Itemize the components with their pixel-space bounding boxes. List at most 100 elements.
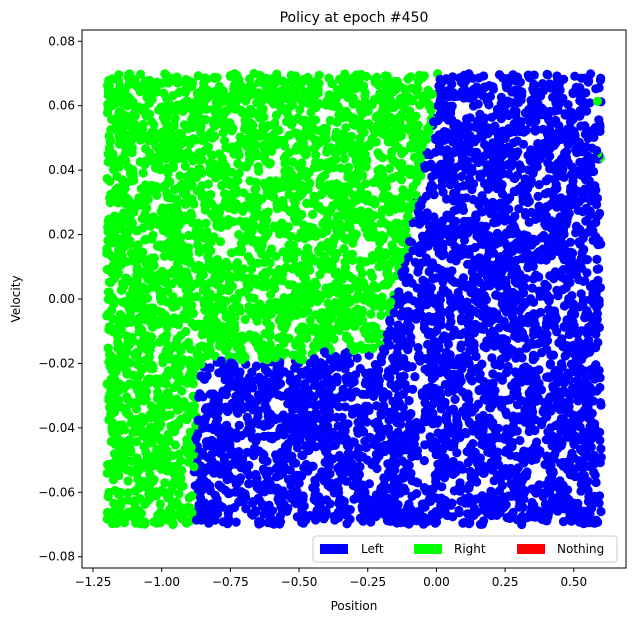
point-right [180, 161, 190, 171]
point-left [440, 379, 450, 390]
point-right [240, 314, 250, 325]
point-left [404, 396, 414, 406]
point-left [234, 420, 244, 430]
point-right [239, 264, 249, 274]
point-right [275, 183, 285, 193]
point-right [254, 310, 264, 320]
point-right [195, 261, 205, 271]
point-right [255, 299, 265, 309]
point-left [501, 352, 511, 363]
point-left [219, 455, 230, 465]
point-right [415, 100, 425, 110]
point-left [529, 297, 539, 307]
point-left [456, 171, 467, 182]
point-left [357, 389, 367, 399]
point-left [527, 283, 537, 293]
point-left [376, 410, 386, 420]
point-right [161, 370, 171, 380]
point-left [197, 447, 207, 457]
point-right [328, 237, 339, 247]
point-left [537, 420, 547, 430]
point-left [474, 373, 484, 384]
point-right [190, 98, 200, 108]
point-right [357, 82, 367, 92]
point-right [321, 128, 331, 138]
point-left [581, 481, 591, 491]
point-right [256, 96, 267, 106]
point-right [149, 253, 159, 263]
point-left [434, 303, 444, 313]
point-left [222, 464, 233, 474]
point-right [308, 209, 318, 220]
point-left [420, 440, 430, 450]
point-left [259, 509, 269, 519]
point-left [258, 464, 269, 474]
point-left [477, 433, 487, 443]
point-right [151, 427, 161, 437]
point-right [317, 172, 327, 182]
point-right [366, 309, 376, 319]
point-right [206, 237, 216, 247]
point-right [265, 331, 275, 341]
point-left [420, 318, 430, 328]
point-left [470, 404, 480, 414]
point-left [517, 519, 527, 530]
scatter-points [102, 68, 606, 530]
point-right [346, 131, 356, 141]
point-right [424, 101, 434, 111]
point-left [415, 356, 425, 366]
point-right [193, 71, 203, 81]
point-right [364, 119, 374, 129]
point-right [376, 310, 386, 320]
point-right [303, 184, 313, 194]
point-left [480, 113, 490, 123]
point-left [247, 433, 257, 443]
point-left [389, 454, 399, 464]
point-right [114, 317, 124, 327]
point-left [542, 344, 552, 354]
point-right [322, 144, 332, 154]
point-right [265, 258, 275, 268]
point-left [423, 241, 433, 251]
point-left [407, 491, 417, 501]
point-right [141, 234, 151, 244]
point-left [331, 353, 341, 363]
point-left [551, 314, 562, 324]
point-right [393, 247, 403, 257]
point-left [571, 145, 581, 155]
point-right [299, 87, 309, 97]
point-left [214, 480, 224, 490]
point-right [404, 113, 414, 123]
point-right [312, 202, 322, 212]
point-right [369, 283, 379, 293]
point-left [594, 83, 604, 93]
point-left [548, 468, 558, 478]
point-right [142, 183, 152, 193]
point-left [231, 479, 241, 489]
point-right [251, 88, 262, 98]
point-right [218, 128, 228, 138]
point-right [252, 129, 262, 140]
point-right [263, 207, 273, 217]
point-right [125, 69, 135, 79]
point-left [292, 486, 302, 496]
point-right [315, 294, 325, 304]
point-right [392, 171, 402, 181]
point-right [201, 218, 211, 228]
point-left [519, 230, 529, 240]
point-left [596, 506, 606, 517]
point-left [305, 358, 315, 368]
point-left [591, 477, 601, 488]
point-right [179, 397, 189, 407]
point-right [316, 190, 326, 200]
point-right [203, 179, 213, 189]
point-right [361, 162, 371, 172]
point-right [344, 162, 354, 172]
point-left [505, 450, 515, 460]
point-left [518, 363, 529, 373]
point-right [388, 155, 398, 165]
point-left [205, 363, 215, 373]
point-left [451, 205, 461, 215]
point-right [373, 148, 383, 158]
